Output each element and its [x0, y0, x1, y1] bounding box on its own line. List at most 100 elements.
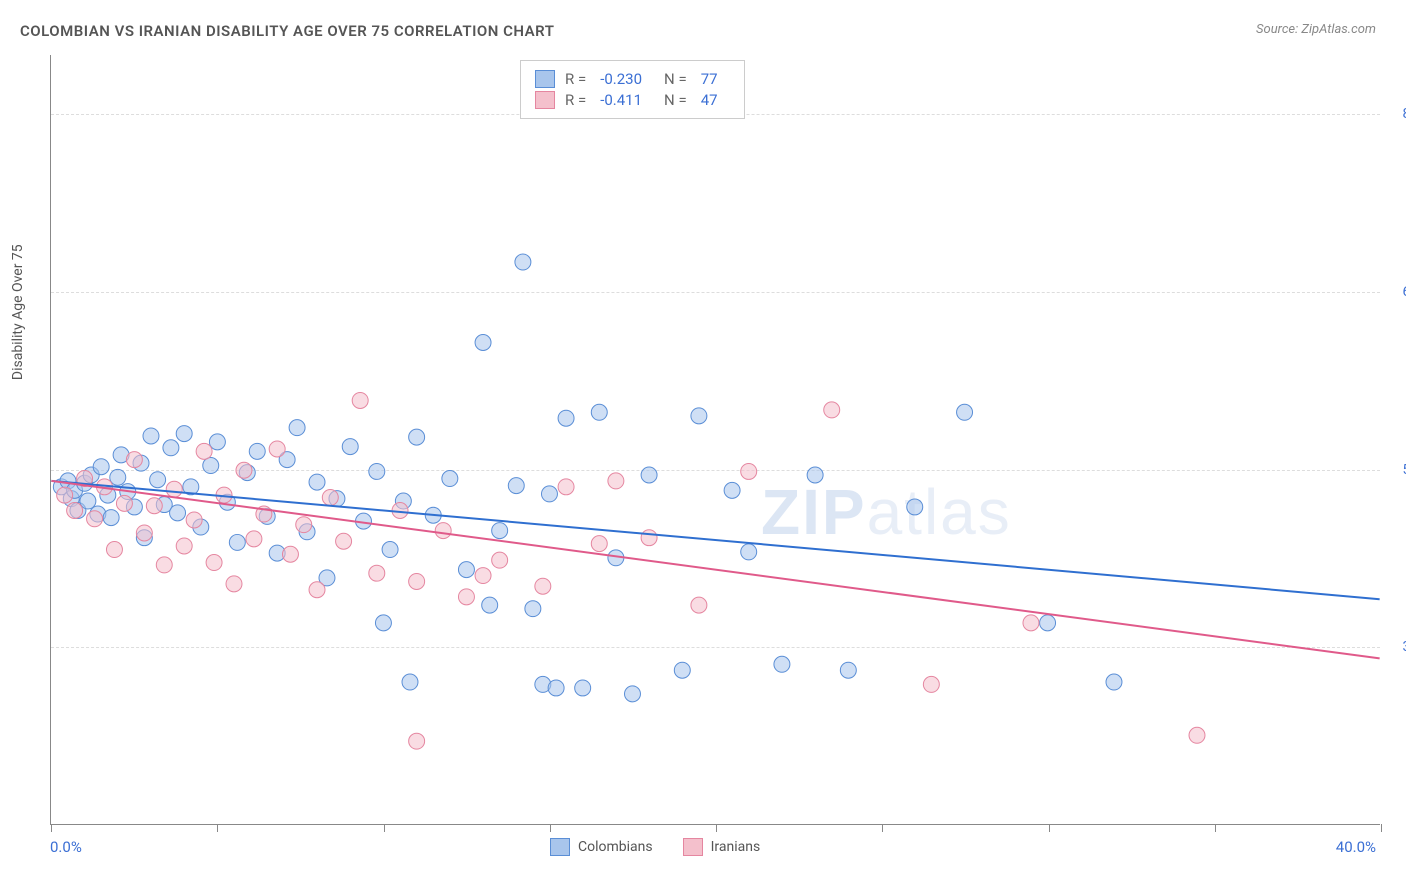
scatter-point: [246, 531, 262, 547]
scatter-point: [93, 459, 109, 475]
chart-title: COLOMBIAN VS IRANIAN DISABILITY AGE OVER…: [20, 22, 554, 40]
scatter-point: [907, 499, 923, 515]
scatter-point: [548, 680, 564, 696]
scatter-point: [206, 555, 222, 571]
x-axis-max-label: 40.0%: [1336, 838, 1376, 856]
scatter-point: [136, 525, 152, 541]
scatter-point: [1023, 615, 1039, 631]
scatter-point: [558, 479, 574, 495]
scatter-point: [591, 404, 607, 420]
legend-stats: R =-0.230 N =77 R =-0.411 N =47: [520, 60, 745, 119]
scatter-point: [176, 426, 192, 442]
scatter-point: [492, 523, 508, 539]
scatter-point: [525, 601, 541, 617]
r-label: R =: [565, 70, 586, 88]
scatter-point: [369, 463, 385, 479]
trend-line: [51, 481, 1379, 658]
scatter-point: [624, 686, 640, 702]
scatter-point: [774, 656, 790, 672]
source-label: Source: ZipAtlas.com: [1256, 22, 1376, 37]
scatter-point: [229, 534, 245, 550]
scatter-point: [807, 467, 823, 483]
scatter-point: [641, 530, 657, 546]
scatter-point: [249, 443, 265, 459]
scatter-point: [203, 458, 219, 474]
scatter-point: [309, 582, 325, 598]
scatter-point: [67, 502, 83, 518]
scatter-point: [163, 440, 179, 456]
legend-stat-row: R =-0.411 N =47: [535, 91, 730, 109]
scatter-point: [515, 254, 531, 270]
scatter-point: [691, 408, 707, 424]
scatter-point: [87, 511, 103, 527]
scatter-point: [106, 542, 122, 558]
scatter-point: [196, 443, 212, 459]
scatter-point: [226, 576, 242, 592]
scatter-point: [166, 481, 182, 497]
y-tick-label: 65.0%: [1402, 284, 1406, 300]
scatter-point: [741, 544, 757, 560]
scatter-point: [170, 505, 186, 521]
scatter-point: [1106, 674, 1122, 690]
legend-item: Iranians: [683, 838, 761, 856]
scatter-point: [741, 463, 757, 479]
scatter-point: [282, 546, 298, 562]
scatter-point: [1189, 727, 1205, 743]
scatter-point: [492, 552, 508, 568]
r-value: -0.411: [600, 91, 642, 109]
legend-label: Colombians: [578, 839, 653, 855]
scatter-point: [608, 473, 624, 489]
scatter-point: [342, 439, 358, 455]
scatter-point: [458, 589, 474, 605]
chart-svg: [51, 55, 1380, 824]
scatter-point: [269, 441, 285, 457]
scatter-point: [641, 467, 657, 483]
scatter-point: [535, 578, 551, 594]
scatter-point: [57, 487, 73, 503]
scatter-point: [289, 420, 305, 436]
scatter-point: [674, 662, 690, 678]
x-tick: [217, 824, 218, 832]
scatter-point: [375, 615, 391, 631]
scatter-point: [591, 536, 607, 552]
x-tick: [716, 824, 717, 832]
scatter-point: [475, 334, 491, 350]
x-tick: [550, 824, 551, 832]
scatter-point: [382, 542, 398, 558]
scatter-point: [508, 478, 524, 494]
y-tick-label: 35.0%: [1402, 639, 1406, 655]
legend-swatch: [550, 838, 570, 856]
n-label: N =: [664, 70, 687, 88]
legend-swatch: [535, 70, 555, 88]
scatter-point: [186, 512, 202, 528]
legend-item: Colombians: [550, 838, 653, 856]
scatter-point: [143, 428, 159, 444]
n-label: N =: [664, 91, 687, 109]
x-tick: [882, 824, 883, 832]
scatter-point: [724, 482, 740, 498]
scatter-point: [541, 486, 557, 502]
scatter-point: [691, 597, 707, 613]
x-tick: [51, 824, 52, 832]
scatter-point: [126, 452, 142, 468]
plot-area: ZIPatlas 35.0%50.0%65.0%80.0%: [50, 55, 1380, 825]
scatter-point: [236, 462, 252, 478]
n-value: 47: [701, 91, 718, 109]
legend-swatch: [683, 838, 703, 856]
scatter-point: [475, 568, 491, 584]
y-tick-label: 50.0%: [1402, 462, 1406, 478]
legend-stat-row: R =-0.230 N =77: [535, 70, 730, 88]
x-tick: [1215, 824, 1216, 832]
scatter-point: [575, 680, 591, 696]
scatter-point: [352, 392, 368, 408]
scatter-point: [558, 410, 574, 426]
scatter-point: [80, 493, 96, 509]
r-value: -0.230: [600, 70, 642, 88]
y-tick-label: 80.0%: [1402, 106, 1406, 122]
legend-swatch: [535, 91, 555, 109]
y-axis-title: Disability Age Over 75: [10, 244, 26, 380]
scatter-point: [103, 510, 119, 526]
legend-series: Colombians Iranians: [550, 838, 760, 856]
scatter-point: [409, 573, 425, 589]
x-axis-min-label: 0.0%: [50, 838, 82, 856]
